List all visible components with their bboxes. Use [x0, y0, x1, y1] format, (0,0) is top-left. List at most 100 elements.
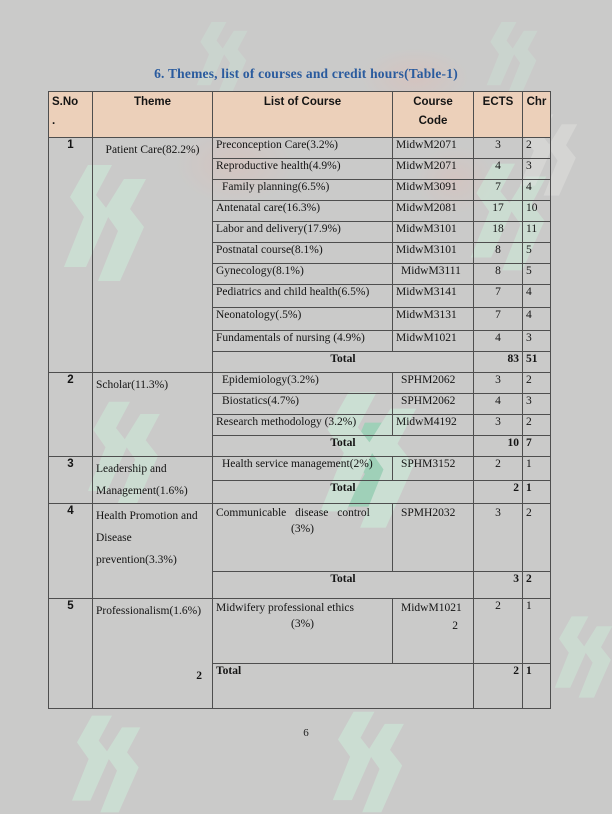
- course-code-line1: MidwM1021: [401, 602, 462, 614]
- sno-cell: 4: [48, 503, 93, 599]
- course-name: Preconception Care(3.2%): [212, 137, 393, 159]
- course-code-extra: 2: [452, 620, 458, 632]
- ects-value: 8: [473, 263, 523, 285]
- total-chr: 51: [522, 351, 551, 373]
- course-code: MidwM2071: [392, 158, 474, 180]
- chr-value: 1: [522, 598, 551, 664]
- course-name-line1: Communicable disease control: [216, 507, 370, 519]
- total-ects: 83: [473, 351, 523, 373]
- chr-value: 5: [522, 263, 551, 285]
- course-code: SPHM2062: [392, 393, 474, 415]
- header-code-line1: Course: [413, 96, 453, 108]
- total-ects: 2: [473, 663, 523, 709]
- ects-value: 7: [473, 307, 523, 331]
- chr-value: 4: [522, 179, 551, 201]
- course-code: MidwM1021 2: [392, 598, 474, 664]
- ects-value: 18: [473, 221, 523, 243]
- chr-value: 2: [522, 137, 551, 159]
- total-chr: 7: [522, 435, 551, 457]
- course-code: MidwM2081: [392, 200, 474, 222]
- course-name: Postnatal course(8.1%): [212, 242, 393, 264]
- course-name: Neonatology(.5%): [212, 307, 393, 331]
- header-chr: Chr: [522, 91, 551, 138]
- total-chr: 1: [522, 663, 551, 709]
- theme-cell: Patient Care(82.2%): [92, 137, 213, 373]
- course-name: Health service management(2%): [212, 456, 393, 481]
- ects-value: 4: [473, 158, 523, 180]
- chr-value: 2: [522, 414, 551, 436]
- chr-value: 11: [522, 221, 551, 243]
- courses-table: S.No. Theme List of Course Course Code EC…: [48, 91, 551, 709]
- chr-value: 2: [522, 503, 551, 572]
- header-theme: Theme: [92, 91, 213, 138]
- header-list-of-course: List of Course: [212, 91, 393, 138]
- sno-cell: 1: [48, 137, 93, 373]
- ects-value: 17: [473, 200, 523, 222]
- theme-label: Professionalism(1.6%): [96, 605, 202, 617]
- course-name: Antenatal care(16.3%): [212, 200, 393, 222]
- course-code: MidwM3101: [392, 242, 474, 264]
- course-code: MidwM3131: [392, 307, 474, 331]
- chr-value: 2: [522, 372, 551, 394]
- ects-value: 8: [473, 242, 523, 264]
- ects-value: 3: [473, 503, 523, 572]
- sno-cell: 3: [48, 456, 93, 504]
- sno-cell: 2: [48, 372, 93, 457]
- chr-value: 3: [522, 158, 551, 180]
- course-code: SPHM2062: [392, 372, 474, 394]
- course-code: MidwM4192: [392, 414, 474, 436]
- watermark-icon: [196, 22, 248, 94]
- chr-value: 4: [522, 284, 551, 308]
- course-name-line2: (3%): [291, 523, 314, 535]
- ects-value: 4: [473, 393, 523, 415]
- course-name: Labor and delivery(17.9%): [212, 221, 393, 243]
- ects-value: 2: [473, 456, 523, 481]
- course-name: Communicable disease control (3%): [212, 503, 393, 572]
- theme-cell: Health Promotion and Disease prevention(…: [92, 503, 213, 599]
- course-name: Reproductive health(4.9%): [212, 158, 393, 180]
- sno-cell: 5: [48, 598, 93, 709]
- course-code: SPMH2032: [392, 503, 474, 572]
- total-ects: 2: [473, 479, 523, 504]
- total-label: Total: [212, 663, 474, 709]
- header-ects: ECTS: [473, 91, 523, 138]
- course-name: Gynecology(8.1%): [212, 263, 393, 285]
- course-name-line1: Midwifery professional ethics: [216, 602, 354, 614]
- course-code: SPHM3152: [392, 456, 474, 481]
- total-ects: 3: [473, 571, 523, 599]
- ects-value: 3: [473, 414, 523, 436]
- theme-cell: Professionalism(1.6%) 2: [92, 598, 213, 709]
- course-name-line2: (3%): [291, 618, 314, 630]
- course-name: Family planning(6.5%): [212, 179, 393, 201]
- total-chr: 1: [522, 479, 551, 504]
- total-chr: 2: [522, 571, 551, 599]
- chr-value: 1: [522, 456, 551, 481]
- ects-value: 3: [473, 372, 523, 394]
- course-code: MidwM3101: [392, 221, 474, 243]
- course-name: Research methodology (3.2%): [212, 414, 393, 436]
- header-code-line2: Code: [418, 115, 448, 127]
- header-course-code: Course Code: [392, 91, 474, 138]
- course-name: Biostatics(4.7%): [212, 393, 393, 415]
- page-title: 6. Themes, list of courses and credit ho…: [154, 66, 458, 81]
- course-code: MidwM2071: [392, 137, 474, 159]
- watermark-icon: [486, 22, 538, 94]
- course-name: Pediatrics and child health(6.5%): [212, 284, 393, 308]
- ects-value: 7: [473, 284, 523, 308]
- ects-value: 3: [473, 137, 523, 159]
- ects-value: 7: [473, 179, 523, 201]
- watermark-icon: [554, 616, 612, 698]
- page-number: 6: [303, 727, 309, 739]
- watermark-icon: [332, 711, 404, 813]
- total-ects: 10: [473, 435, 523, 457]
- theme-cell: Leadership and Management(1.6%): [92, 456, 213, 504]
- course-name: Epidemiology(3.2%): [212, 372, 393, 394]
- total-label: Total: [212, 479, 474, 504]
- course-code: MidwM1021: [392, 330, 474, 352]
- course-name: Midwifery professional ethics (3%): [212, 598, 393, 664]
- course-name: Fundamentals of nursing (4.9%): [212, 330, 393, 352]
- course-code: MidwM3091: [392, 179, 474, 201]
- ects-value: 4: [473, 330, 523, 352]
- total-label: Total: [212, 435, 474, 457]
- chr-value: 5: [522, 242, 551, 264]
